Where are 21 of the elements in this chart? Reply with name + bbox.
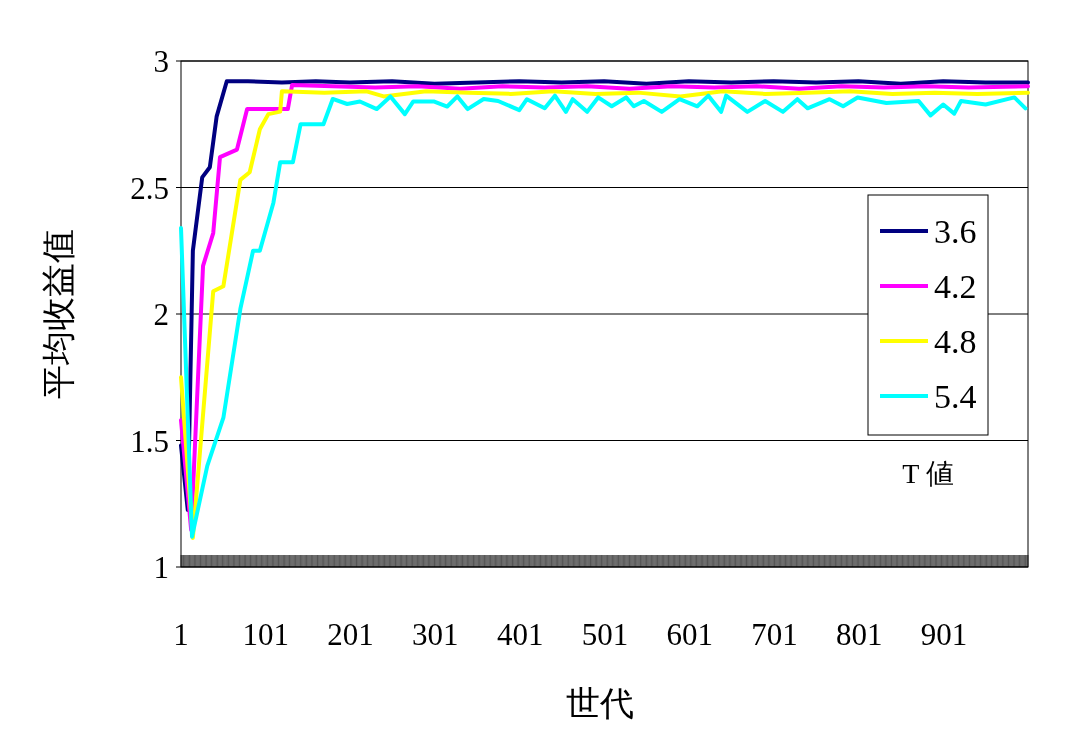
x-tick-label: 301 [412, 617, 459, 652]
x-tick-label: 501 [581, 617, 629, 652]
y-tick-label: 2.5 [130, 170, 169, 206]
x-tick-label: 401 [496, 617, 544, 652]
x-axis-title: 世代 [565, 685, 634, 722]
legend-label: 3.6 [934, 213, 977, 250]
y-axis-title: 平均收益值 [40, 229, 77, 399]
x-tick-label: 801 [836, 617, 883, 652]
y-tick-label: 1 [153, 550, 169, 585]
y-tick-label: 2 [153, 297, 169, 332]
x-tick-label: 101 [242, 617, 290, 652]
y-tick-label: 3 [153, 44, 169, 79]
y-tick-label: 1.5 [130, 423, 169, 459]
legend-label: 5.4 [934, 378, 977, 415]
legend-title: T 値 [902, 458, 954, 489]
x-tick-label: 601 [666, 617, 713, 652]
legend-label: 4.8 [934, 323, 977, 360]
x-tick-label: 701 [751, 617, 798, 652]
x-tick-label: 201 [327, 617, 374, 652]
x-tick-label: 901 [920, 617, 968, 652]
legend-label: 4.2 [934, 268, 977, 305]
